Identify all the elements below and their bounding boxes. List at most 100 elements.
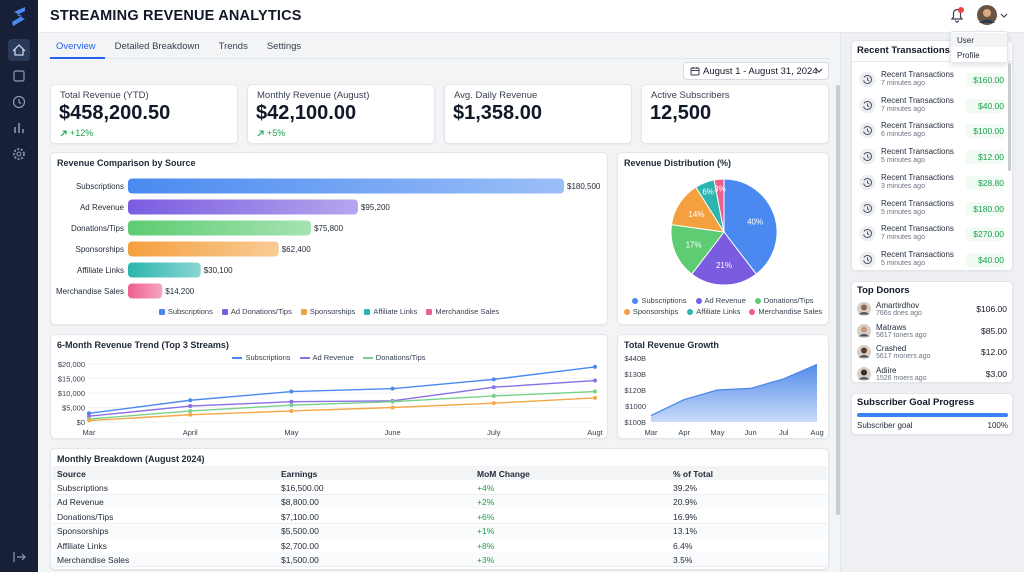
top-bar [38, 0, 1024, 33]
history-icon [859, 174, 876, 191]
legend-item: Affiliate Links [687, 307, 740, 316]
chart: Subscriptions $180,500 Ad Revenue $95,200 Do… [56, 178, 601, 299]
divider [852, 61, 1012, 62]
legend-marker [364, 308, 371, 315]
bar [128, 241, 279, 257]
donor-row[interactable]: Amartirdhov 766s dnes ago $106.00 [852, 299, 1012, 319]
legend: Subscriptions Ad Revenue Donations/Tips [51, 353, 607, 362]
kpi-label: Active Subscribers [651, 90, 730, 101]
menu-item[interactable]: Profile [951, 48, 1007, 62]
legend-marker [623, 308, 630, 315]
point [593, 395, 597, 400]
legend-item: Affiliate Links [364, 307, 417, 316]
date-picker[interactable]: August 1 - August 31, 2024 [683, 62, 829, 80]
logout[interactable] [13, 552, 26, 562]
scrollbar[interactable] [836, 85, 840, 515]
cell: 6.4% [673, 540, 693, 551]
trend-up-icon [60, 129, 67, 136]
legend-item: Sponsorships [623, 307, 678, 316]
value-label: $95,200 [361, 203, 390, 212]
scrollbar[interactable] [1008, 63, 1011, 171]
kpi-label: Total Revenue (YTD) [60, 90, 149, 101]
transaction-row[interactable]: Recent Transactions 5 minutes ago $40.00 [852, 248, 1007, 272]
tab[interactable]: Overview [50, 40, 105, 59]
legend-item: Subscriptions [232, 353, 291, 362]
transaction-row[interactable]: Recent Transactions 3 minutes ago $28.80 [852, 171, 1007, 195]
legend-item: Ad Revenue [695, 296, 746, 305]
category-label: Sponsorships [76, 245, 124, 254]
transaction-row[interactable]: Recent Transactions 7 minutes ago $270.00 [852, 222, 1007, 246]
series-line [88, 379, 596, 417]
transaction-amount: $180.00 [966, 201, 1004, 216]
legend-marker [695, 297, 702, 304]
legend-marker [362, 356, 373, 359]
x-tick-label: Mar [645, 428, 658, 437]
nav-reports[interactable] [13, 70, 25, 82]
panel-title: Top Donors [857, 285, 910, 296]
point [289, 389, 294, 394]
logo[interactable] [12, 7, 25, 26]
donor-time: 5617 moners ago [876, 353, 931, 360]
transaction-time: 7 minutes ago [881, 80, 925, 87]
donor-row[interactable]: Adiire 1526 moers ago $3.00 [852, 364, 1012, 384]
pie-slice [691, 231, 757, 286]
transaction-row[interactable]: Recent Transactions 7 minutes ago $160.00 [852, 68, 1007, 92]
chart: $0 $5,000 $10,000 $15,000 $20,000 Mar April May… [58, 360, 604, 437]
donor-row[interactable]: Matraws 5617 toners ago $85.00 [852, 321, 1012, 341]
cell: Donations/Tips [57, 511, 114, 522]
sidebar [0, 0, 38, 572]
legend-marker [426, 308, 433, 315]
legend-label: Merchandise Sales [435, 307, 500, 316]
legend-marker [158, 308, 165, 315]
transaction-time: 7 minutes ago [881, 105, 925, 113]
kpi-label: Avg. Daily Revenue [454, 90, 538, 101]
history-icon [859, 122, 876, 139]
cell: +8% [477, 540, 495, 551]
chart-card: Revenue Distribution (%) 40% 21% 17% 14% 6% 3%… [617, 152, 829, 325]
transaction-label: Recent Transactions [881, 95, 954, 105]
chart: $100B $1000 $120B $130B $440B Mar Apr May Jun Jul… [624, 354, 823, 437]
transaction-label: Recent Transactions [881, 224, 954, 234]
menu-item[interactable]: User [951, 33, 1007, 47]
point [289, 408, 294, 413]
legend-label: Donations/Tips [375, 353, 426, 362]
transaction-row[interactable]: Recent Transactions 7 minutes ago $40.00 [852, 94, 1007, 118]
chevron [815, 68, 823, 73]
transaction-row[interactable]: Recent Transactions 5 minutes ago $12.00 [852, 145, 1007, 169]
history-icon [859, 225, 876, 242]
donor-time: 5617 toners ago [876, 331, 927, 339]
transaction-time: 5 minutes ago [881, 157, 925, 165]
nav-home[interactable] [12, 44, 26, 56]
tab[interactable]: Settings [266, 41, 302, 52]
transaction-row[interactable]: Recent Transactions 5 minutes ago $180.00 [852, 197, 1007, 221]
donor-avatar [857, 345, 871, 359]
nav-history[interactable] [12, 95, 26, 109]
donor-name: Matraws [876, 322, 907, 332]
trend-up-icon [257, 129, 264, 136]
header-icons [950, 5, 1008, 25]
nav-analytics[interactable] [14, 123, 24, 133]
point [188, 412, 193, 417]
column-header: MoM Change [477, 468, 530, 479]
transaction-label: Recent Transactions [881, 198, 954, 208]
nav-settings[interactable] [13, 148, 25, 160]
chart-title: Total Revenue Growth [624, 340, 719, 350]
y-tick-label: $440B [624, 354, 646, 363]
bar [128, 178, 564, 194]
donor-avatar [857, 366, 871, 381]
transaction-label: Recent Transactions [881, 121, 954, 131]
donor-avatar [857, 302, 871, 316]
history-icon [859, 71, 876, 88]
table-row: Ad Revenue $8,800.00 +2% 20.9% [52, 494, 827, 510]
legend-marker [221, 308, 228, 315]
tab[interactable]: Detailed Breakdown [114, 41, 200, 52]
legend-item: Ad Revenue [299, 353, 354, 362]
transaction-row[interactable]: Recent Transactions 6 minutes ago $100.00 [852, 119, 1007, 143]
table-row: Affiliate Links $2,700.00 +8% 6.4% [52, 538, 827, 553]
cell: +3% [477, 554, 495, 565]
notifications[interactable] [950, 8, 964, 23]
tab[interactable]: Trends [218, 41, 248, 52]
category-label: Merchandise Sales [56, 287, 124, 296]
point [491, 385, 496, 390]
donor-row[interactable]: Crashed 5617 moners ago $12.00 [852, 342, 1012, 362]
